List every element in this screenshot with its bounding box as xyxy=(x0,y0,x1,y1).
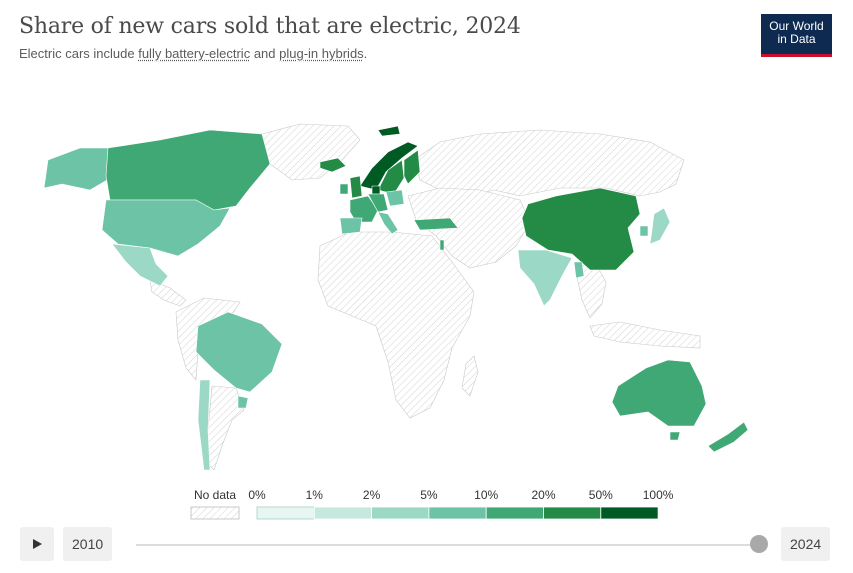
subtitle-mid: and xyxy=(250,46,280,61)
country-alaska[interactable] xyxy=(43,147,115,191)
country-germany[interactable] xyxy=(367,193,389,213)
legend-bin-2[interactable] xyxy=(371,506,430,520)
country-italy[interactable] xyxy=(377,211,399,235)
link-battery-electric[interactable]: fully battery-electric xyxy=(138,46,251,61)
country-thailand[interactable] xyxy=(573,261,585,279)
country-china[interactable] xyxy=(521,187,641,271)
country-norway[interactable] xyxy=(359,141,419,191)
subtitle-prefix: Electric cars include xyxy=(19,46,139,61)
timeline-handle[interactable] xyxy=(750,535,768,553)
africa-region[interactable] xyxy=(317,231,475,419)
russia-asia-region[interactable] xyxy=(413,129,685,197)
link-plug-in-hybrids[interactable]: plug-in hybrids xyxy=(279,46,364,61)
country-mexico[interactable] xyxy=(111,243,169,287)
country-india[interactable] xyxy=(517,249,573,307)
legend-bin-1[interactable] xyxy=(313,506,372,520)
timeline-track[interactable] xyxy=(136,544,760,546)
indonesia-region[interactable] xyxy=(589,321,701,349)
play-icon xyxy=(33,539,42,549)
owid-logo[interactable]: Our World in Data xyxy=(761,14,832,57)
legend-color-scale xyxy=(256,506,659,520)
country-canada[interactable] xyxy=(105,129,271,211)
country-poland[interactable] xyxy=(385,189,405,207)
country-new-zealand[interactable] xyxy=(707,421,749,453)
country-uruguay[interactable] xyxy=(237,395,249,409)
madagascar-region[interactable] xyxy=(461,355,479,397)
country-united-kingdom[interactable] xyxy=(349,175,363,199)
legend-bin-3[interactable] xyxy=(428,506,487,520)
logo-line1: Our World xyxy=(769,19,824,33)
country-spain[interactable] xyxy=(339,217,363,235)
country-finland[interactable] xyxy=(403,149,421,185)
play-button[interactable] xyxy=(20,527,54,561)
country-chile[interactable] xyxy=(197,379,211,471)
legend-bin-5[interactable] xyxy=(543,506,602,520)
country-ireland[interactable] xyxy=(339,183,349,195)
start-year-button[interactable]: 2010 xyxy=(63,527,113,561)
country-turkey[interactable] xyxy=(413,217,459,231)
country-australia[interactable] xyxy=(611,359,707,427)
country-south-korea[interactable] xyxy=(639,225,649,237)
country-france[interactable] xyxy=(349,195,379,223)
country-japan[interactable] xyxy=(649,207,671,245)
country-iceland[interactable] xyxy=(319,157,347,173)
greenland-region[interactable] xyxy=(261,123,361,181)
country-denmark[interactable] xyxy=(371,185,381,195)
subtitle-suffix: . xyxy=(363,46,368,61)
logo-line2: in Data xyxy=(777,32,816,46)
legend-no-data-swatch[interactable] xyxy=(190,506,240,520)
chart-subtitle: Electric cars include fully battery-elec… xyxy=(19,46,367,61)
central-america-caribbean-region[interactable] xyxy=(149,279,187,307)
end-year-button[interactable]: 2024 xyxy=(781,527,831,561)
country-brazil[interactable] xyxy=(195,311,283,393)
country-united-states[interactable] xyxy=(101,199,231,257)
legend-bin-0[interactable] xyxy=(256,506,315,520)
country-tasmania[interactable] xyxy=(669,431,681,441)
middle-east-central-asia-region[interactable] xyxy=(407,187,531,269)
country-svalbard[interactable] xyxy=(377,125,401,137)
country-israel[interactable] xyxy=(439,239,445,251)
legend-bin-6[interactable] xyxy=(600,506,659,520)
chart-title: Share of new cars sold that are electric… xyxy=(19,14,521,39)
legend-bin-4[interactable] xyxy=(485,506,544,520)
